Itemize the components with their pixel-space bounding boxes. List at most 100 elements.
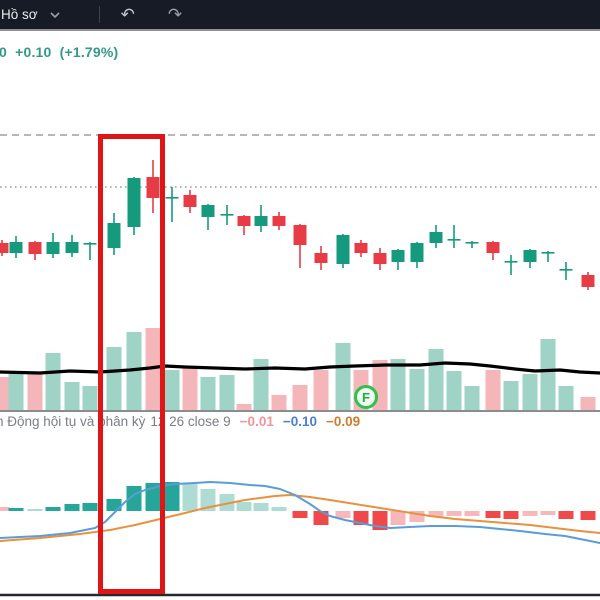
macd-histogram-bar — [390, 511, 406, 525]
macd-histogram-bar — [200, 489, 216, 511]
macd-histogram-bar — [45, 507, 61, 511]
macd-histogram-bar — [82, 503, 98, 511]
volume-bar — [446, 371, 462, 410]
macd-histogram-bar — [236, 502, 252, 511]
macd-histogram-bar — [64, 504, 80, 511]
price-change: +0.10 — [15, 44, 52, 60]
candle-body — [373, 253, 387, 264]
macd-histogram-bar — [464, 511, 480, 516]
annotation-rectangle — [98, 134, 165, 594]
volume-bar — [503, 381, 519, 410]
volume-bar — [485, 370, 501, 410]
macd-histogram-bar — [558, 511, 574, 519]
macd-histogram-bar — [253, 503, 269, 511]
signal-line — [0, 494, 600, 542]
macd-histogram-bar — [182, 484, 198, 511]
volume-bar — [8, 372, 24, 410]
candle-body — [254, 216, 268, 226]
volume-bar — [313, 370, 329, 410]
macd-histogram-bar — [145, 483, 161, 511]
volume-bar — [428, 349, 444, 410]
candle-body — [0, 243, 9, 253]
candle-body — [314, 253, 328, 263]
macd-histogram-bar — [485, 511, 501, 518]
macd-histogram-bar — [219, 494, 235, 511]
last-price-partial: 70 — [0, 44, 7, 60]
volume-bar — [540, 339, 556, 410]
candle-body — [410, 243, 424, 262]
chevron-down-icon[interactable] — [49, 11, 61, 19]
volume-bar — [558, 386, 574, 410]
price-summary: 70 +0.10 (+1.79%) — [0, 44, 122, 60]
candle-body — [65, 242, 79, 253]
f-marker-badge[interactable]: F — [354, 385, 378, 409]
volume-bar — [200, 377, 216, 410]
volume-bar — [219, 375, 235, 410]
volume-bar — [390, 359, 406, 410]
macd-histogram-bar — [428, 511, 444, 517]
candle-body — [581, 275, 595, 287]
profile-menu[interactable]: Hồ sơ — [1, 7, 38, 22]
volume-bar — [82, 386, 98, 410]
candle-body — [201, 205, 215, 217]
volume-bar — [106, 347, 122, 410]
macd-histogram-bar — [292, 511, 308, 518]
volume-bar — [409, 369, 425, 410]
candle-body — [107, 223, 121, 248]
macd-histogram-bar — [8, 508, 24, 511]
macd-hist-value: −0.01 — [239, 414, 274, 429]
volume-bar — [164, 370, 180, 410]
candle-body — [272, 216, 286, 226]
candle-body — [220, 214, 234, 216]
candle-body — [83, 243, 97, 245]
volume-bar — [522, 374, 538, 410]
macd-histogram-bar — [409, 511, 425, 522]
macd-histogram-bar — [580, 511, 596, 520]
volume-bar — [271, 395, 287, 410]
candle-body — [237, 216, 251, 226]
candle-body — [429, 232, 443, 243]
volume-bar — [580, 397, 596, 410]
undo-icon[interactable]: ↶ — [120, 5, 135, 24]
volume-bar — [45, 353, 61, 410]
volume-ma-line — [0, 361, 600, 375]
candle-body — [541, 252, 555, 254]
macd-legend[interactable]: n Động hội tụ và phân kỳ 12 26 close 9 −0.… — [0, 414, 360, 429]
candle-body — [9, 242, 23, 253]
macd-histogram-bar — [522, 511, 538, 516]
macd-histogram-bar — [271, 507, 287, 511]
macd-line-value: −0.10 — [282, 414, 318, 429]
candle-body — [559, 269, 573, 271]
candle-body — [46, 242, 60, 254]
volume-bar — [182, 367, 198, 410]
macd-histogram-bar — [540, 511, 556, 515]
volume-bar — [64, 382, 80, 410]
macd-histogram-bar — [164, 482, 180, 511]
volume-bar — [27, 372, 43, 410]
candle-body — [486, 242, 500, 253]
candle-body — [523, 250, 537, 262]
redo-icon[interactable]: ↷ — [167, 5, 183, 24]
candle-body — [127, 178, 141, 227]
macd-signal-value: −0.09 — [326, 414, 361, 429]
candle-body — [391, 250, 405, 262]
macd-histogram-bar — [446, 511, 462, 516]
macd-histogram-bar — [503, 511, 519, 519]
candle-body — [165, 197, 179, 199]
candle-body — [183, 195, 197, 207]
candle-body — [146, 177, 160, 198]
macd-indicator-name: n Động hội tụ và phân kỳ — [0, 414, 146, 429]
candle-body — [447, 239, 461, 241]
candle-body — [354, 243, 368, 253]
volume-bar — [464, 386, 480, 410]
candle-body — [28, 242, 42, 254]
candle-body — [465, 242, 479, 244]
macd-histogram-bar — [313, 511, 329, 525]
macd-params: 12 26 close 9 — [150, 414, 231, 429]
macd-histogram-bar — [0, 507, 10, 511]
price-change-percent: (+1.79%) — [59, 44, 119, 60]
volume-bar — [292, 385, 308, 410]
volume-bar — [253, 359, 269, 410]
chart-canvas[interactable] — [0, 33, 600, 600]
